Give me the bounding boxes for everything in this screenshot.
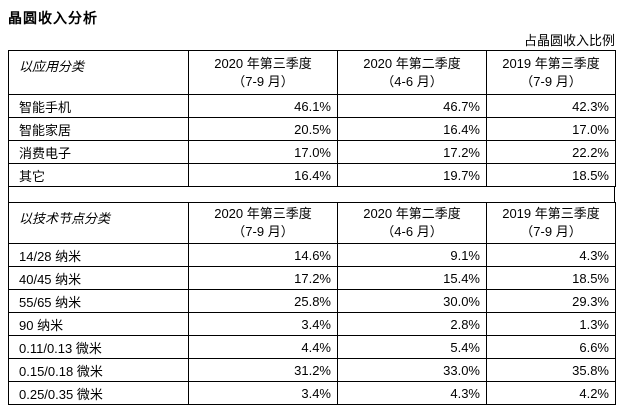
- row-label: 40/45 纳米: [8, 266, 189, 290]
- column-header-line2: （4-6 月）: [381, 224, 443, 239]
- value-cell: 42.3%: [486, 94, 616, 118]
- column-header-line1: 2019 年第三季度: [502, 206, 600, 221]
- value-cell: 2.8%: [337, 312, 487, 336]
- table-row-smart-home: 智能家居 20.5% 16.4% 17.0%: [8, 117, 616, 141]
- value-cell: 19.7%: [337, 163, 487, 187]
- page-title: 晶圆收入分析: [8, 10, 98, 26]
- value-cell: 9.1%: [337, 243, 487, 267]
- column-header-line2: （4-6 月）: [381, 73, 443, 89]
- table-row-55-65nm: 55/65 纳米 25.8% 30.0% 29.3%: [8, 289, 616, 313]
- value-cell: 4.3%: [337, 381, 487, 405]
- row-label: 消费电子: [8, 140, 189, 164]
- value-cell: 29.3%: [486, 289, 616, 313]
- value-cell: 17.0%: [188, 140, 338, 164]
- tables-wrap: 以应用分类 2020 年第三季度 （7-9 月） 2020 年第二季度 （4-6…: [8, 50, 616, 405]
- row-label: 其它: [8, 163, 189, 187]
- value-cell: 14.6%: [188, 243, 338, 267]
- application-category-header: 以应用分类: [8, 50, 189, 95]
- row-label: 0.11/0.13 微米: [8, 335, 189, 359]
- column-header-line2: （7-9 月）: [232, 73, 294, 89]
- value-cell: 5.4%: [337, 335, 487, 359]
- column-header-line1: 2020 年第二季度: [363, 206, 461, 221]
- row-label: 0.15/0.18 微米: [8, 358, 189, 382]
- table-row-smartphone: 智能手机 46.1% 46.7% 42.3%: [8, 94, 616, 118]
- table-row-14-28nm: 14/28 纳米 14.6% 9.1% 4.3%: [8, 243, 616, 267]
- value-cell: 25.8%: [188, 289, 338, 313]
- table-row-40-45nm: 40/45 纳米 17.2% 15.4% 18.5%: [8, 266, 616, 290]
- value-cell: 3.4%: [188, 381, 338, 405]
- table-row-consumer-electronics: 消费电子 17.0% 17.2% 22.2%: [8, 140, 616, 164]
- row-label: 14/28 纳米: [8, 243, 189, 267]
- value-cell: 33.0%: [337, 358, 487, 382]
- value-cell: 30.0%: [337, 289, 487, 313]
- technology-category-header: 以技术节点分类: [8, 202, 189, 244]
- value-cell: 6.6%: [486, 335, 616, 359]
- table-section-gap: [8, 187, 615, 202]
- row-label: 智能家居: [8, 117, 189, 141]
- value-cell: 22.2%: [486, 140, 616, 164]
- value-cell: 20.5%: [188, 117, 338, 141]
- value-cell: 4.2%: [486, 381, 616, 405]
- value-cell: 3.4%: [188, 312, 338, 336]
- row-label: 90 纳米: [8, 312, 189, 336]
- column-header-2020-q3: 2020 年第三季度 （7-9 月）: [188, 50, 338, 95]
- value-cell: 31.2%: [188, 358, 338, 382]
- value-cell: 35.8%: [486, 358, 616, 382]
- column-header-2020-q3: 2020 年第三季度 （7-9 月）: [188, 202, 338, 244]
- application-table: 以应用分类 2020 年第三季度 （7-9 月） 2020 年第二季度 （4-6…: [8, 50, 616, 187]
- table-row-90nm: 90 纳米 3.4% 2.8% 1.3%: [8, 312, 616, 336]
- value-cell: 17.2%: [188, 266, 338, 290]
- value-cell: 17.2%: [337, 140, 487, 164]
- table-row-others: 其它 16.4% 19.7% 18.5%: [8, 163, 616, 187]
- value-cell: 15.4%: [337, 266, 487, 290]
- technology-table-header-row: 以技术节点分类 2020 年第三季度 （7-9 月） 2020 年第二季度 （4…: [8, 202, 616, 244]
- column-header-2020-q2: 2020 年第二季度 （4-6 月）: [337, 202, 487, 244]
- value-cell: 1.3%: [486, 312, 616, 336]
- value-cell: 16.4%: [337, 117, 487, 141]
- table-row-025-035um: 0.25/0.35 微米 3.4% 4.3% 4.2%: [8, 381, 616, 405]
- value-cell: 4.4%: [188, 335, 338, 359]
- value-cell: 16.4%: [188, 163, 338, 187]
- column-header-line1: 2019 年第三季度: [502, 55, 600, 71]
- application-table-header-row: 以应用分类 2020 年第三季度 （7-9 月） 2020 年第二季度 （4-6…: [8, 50, 616, 95]
- row-label: 智能手机: [8, 94, 189, 118]
- row-label: 55/65 纳米: [8, 289, 189, 313]
- column-header-line1: 2020 年第二季度: [363, 55, 461, 71]
- value-cell: 18.5%: [486, 163, 616, 187]
- column-header-line2: （7-9 月）: [520, 73, 582, 89]
- value-cell: 46.1%: [188, 94, 338, 118]
- column-header-2020-q2: 2020 年第二季度 （4-6 月）: [337, 50, 487, 95]
- value-cell: 18.5%: [486, 266, 616, 290]
- column-header-line1: 2020 年第三季度: [214, 206, 312, 221]
- column-header-2019-q3: 2019 年第三季度 （7-9 月）: [486, 50, 616, 95]
- value-cell: 17.0%: [486, 117, 616, 141]
- column-header-line2: （7-9 月）: [520, 224, 582, 239]
- table-row-011-013um: 0.11/0.13 微米 4.4% 5.4% 6.6%: [8, 335, 616, 359]
- table-row-015-018um: 0.15/0.18 微米 31.2% 33.0% 35.8%: [8, 358, 616, 382]
- revenue-share-note: 占晶圆收入比例: [523, 33, 615, 48]
- column-header-line2: （7-9 月）: [232, 224, 294, 239]
- column-header-line1: 2020 年第三季度: [214, 55, 312, 71]
- row-label: 0.25/0.35 微米: [8, 381, 189, 405]
- technology-table: 以技术节点分类 2020 年第三季度 （7-9 月） 2020 年第二季度 （4…: [8, 202, 616, 405]
- value-cell: 46.7%: [337, 94, 487, 118]
- column-header-2019-q3: 2019 年第三季度 （7-9 月）: [486, 202, 616, 244]
- value-cell: 4.3%: [486, 243, 616, 267]
